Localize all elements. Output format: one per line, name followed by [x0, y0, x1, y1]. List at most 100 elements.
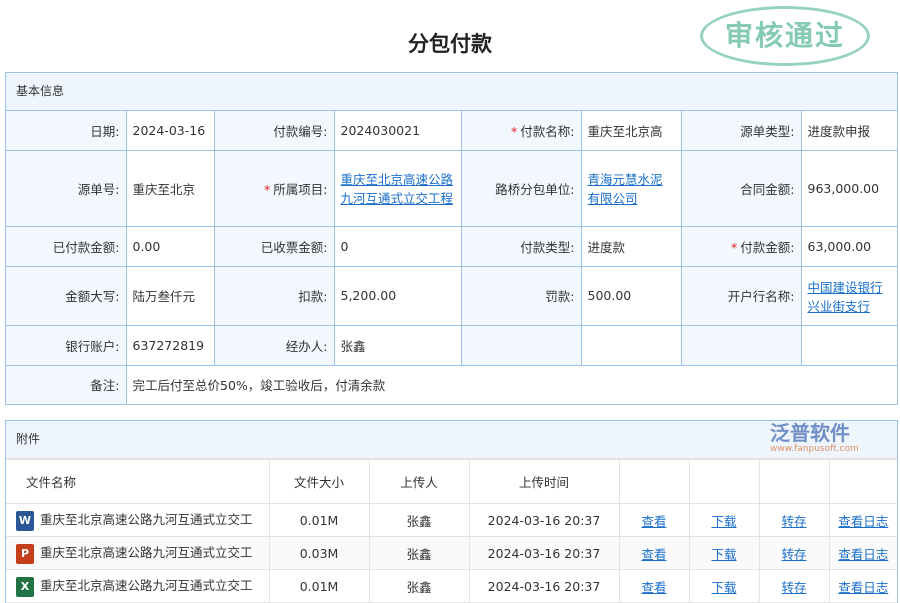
field-value: 中国建设银行兴业街支行: [800, 265, 897, 326]
file-uploader: 张鑫: [368, 503, 470, 537]
field-value: 0.00: [125, 225, 215, 267]
field-label-text: 经办人:: [285, 338, 328, 354]
file-upload-time: 2024-03-16 20:37: [468, 503, 620, 537]
attachment-row: P 重庆至北京高速公路九河互通式立交工 0.03M 张鑫 2024-03-16 2…: [6, 536, 897, 570]
field-label: * 付款名称:: [460, 111, 582, 151]
file-name: 重庆至北京高速公路九河互通式立交工: [40, 545, 253, 561]
field-link[interactable]: 中国建设银行兴业街支行: [807, 279, 883, 314]
field-value: 重庆至北京: [125, 149, 215, 227]
watermark-brand: 泛普软件: [770, 421, 850, 445]
attachments-header: 附件: [6, 421, 897, 459]
col-uploader: 上传人: [368, 459, 470, 504]
col-file-name: 文件名称: [6, 459, 270, 504]
field-label-text: 金额大写:: [65, 289, 120, 304]
field-value: 重庆至北京高速公路九河互通式立交工程: [333, 149, 462, 227]
field-value: 进度款申报: [800, 111, 897, 151]
field-value-text: 重庆至北京高: [587, 123, 663, 139]
basic-info-header: 基本信息: [6, 73, 897, 111]
field-label-text: 所属项目:: [273, 181, 328, 197]
info-row: 金额大写: 陆万叁仟元 扣款: 5,200.00 罚款: 500.00 开户行名称: 中国建设…: [6, 265, 897, 326]
view-link[interactable]: 查看: [641, 546, 667, 562]
field-value: 5,200.00: [333, 265, 462, 326]
attachments-table: 文件名称 文件大小 上传人 上传时间 W 重庆至北京高速公路九河互通式立交工 0.…: [6, 459, 897, 603]
download-link[interactable]: 下载: [711, 546, 737, 562]
view-log-link[interactable]: 查看日志: [838, 546, 889, 562]
save-as-link[interactable]: 转存: [781, 546, 807, 562]
view-link[interactable]: 查看: [641, 513, 667, 529]
field-value-text: 进度款: [587, 239, 626, 255]
field-link[interactable]: 重庆至北京高速公路九河互通式立交工程: [340, 172, 454, 206]
file-uploader: 张鑫: [368, 536, 470, 570]
field-label: 源单号:: [6, 149, 127, 227]
attachments-column-headers: 文件名称 文件大小 上传人 上传时间: [6, 459, 897, 504]
field-value: 63,000.00: [800, 225, 897, 267]
required-marker: *: [264, 181, 271, 197]
field-value: 青海元慧水泥有限公司: [580, 149, 682, 227]
field-label-text: 银行账户:: [65, 338, 120, 354]
field-value: 陆万叁仟元: [125, 265, 215, 326]
field-label-text: 已收票金额:: [260, 239, 328, 255]
view-link[interactable]: 查看: [641, 579, 667, 595]
field-label-text: 罚款:: [545, 289, 575, 304]
download-link[interactable]: 下载: [711, 579, 737, 595]
required-marker: *: [731, 239, 738, 255]
field-label: 金额大写:: [6, 265, 127, 326]
field-label: 付款编号:: [213, 111, 335, 151]
view-log-link[interactable]: 查看日志: [838, 579, 889, 595]
info-row: 银行账户: 637272819 经办人: 张鑫: [6, 324, 897, 366]
field-label-text: 已付款金额:: [52, 239, 120, 255]
field-label-text: 开户行名称:: [727, 289, 795, 304]
word-icon: W: [16, 510, 34, 531]
file-upload-time: 2024-03-16 20:37: [468, 536, 620, 570]
field-value-text: 5,200.00: [340, 288, 397, 303]
field-value: 2024-03-16: [125, 111, 215, 151]
col-upload-time: 上传时间: [468, 459, 620, 504]
col-file-size: 文件大小: [268, 459, 370, 504]
field-value: 500.00: [580, 265, 682, 326]
field-label-text: 源单类型:: [740, 123, 795, 139]
field-label: 已付款金额:: [6, 225, 127, 267]
field-value-text: 重庆至北京: [132, 181, 196, 197]
field-value-text: 张鑫: [340, 338, 366, 354]
field-label: 开户行名称:: [680, 265, 802, 326]
approved-stamp: 审核通过: [700, 6, 870, 66]
save-as-link[interactable]: 转存: [781, 513, 807, 529]
field-value-text: 963,000.00: [807, 180, 880, 196]
field-value-text: 500.00: [587, 288, 632, 303]
field-label-text: 扣款:: [298, 289, 328, 304]
field-label-text: 付款金额:: [740, 239, 795, 255]
field-value-text: 0.00: [132, 238, 161, 254]
view-log-link[interactable]: 查看日志: [838, 513, 889, 529]
save-as-link[interactable]: 转存: [781, 579, 807, 595]
field-value-text: 进度款申报: [807, 123, 871, 139]
field-label-text: 付款类型:: [520, 239, 575, 255]
remark-label: 备注:: [6, 364, 127, 404]
download-link[interactable]: 下载: [711, 513, 737, 529]
field-link[interactable]: 青海元慧水泥有限公司: [587, 172, 663, 206]
watermark-logo: 泛普软件 www.fanpusoft.com: [770, 422, 859, 455]
file-uploader: 张鑫: [368, 569, 470, 603]
field-label: * 所属项目:: [213, 149, 335, 227]
file-size: 0.01M: [268, 503, 370, 537]
attachment-row: X 重庆至北京高速公路九河互通式立交工 0.01M 张鑫 2024-03-16 2…: [6, 569, 897, 603]
info-row: 已付款金额: 0.00 已收票金额: 0 付款类型: 进度款 * 付款金额: 63,000.00: [6, 225, 897, 267]
file-upload-time: 2024-03-16 20:37: [468, 569, 620, 603]
required-marker: *: [511, 123, 518, 139]
attachments-panel: 附件 文件名称 文件大小 上传人 上传时间 W 重庆至北京高速公路九河互通式立交工…: [5, 420, 898, 603]
basic-info-table: 日期: 2024-03-16 付款编号: 2024030021 * 付款名称: 重庆至北京高…: [6, 111, 897, 404]
field-value-text: 2024030021: [340, 122, 421, 138]
field-label: 银行账户:: [6, 324, 127, 366]
info-row: 源单号: 重庆至北京 * 所属项目: 重庆至北京高速公路九河互通式立交工程 路桥分包单位:…: [6, 149, 897, 227]
field-value: 637272819: [125, 324, 215, 366]
field-label-text: 合同金额:: [740, 181, 795, 197]
file-name: 重庆至北京高速公路九河互通式立交工: [40, 578, 253, 594]
field-label: 源单类型:: [680, 111, 802, 151]
remark-row: 备注: 完工后付至总价50%，竣工验收后，付清余款: [6, 364, 897, 404]
basic-info-panel: 基本信息 日期: 2024-03-16 付款编号: 2024030021 * 付款名称: 重…: [5, 72, 898, 405]
field-value: 2024030021: [333, 111, 462, 151]
attachment-row: W 重庆至北京高速公路九河互通式立交工 0.01M 张鑫 2024-03-16 2…: [6, 503, 897, 537]
file-size: 0.01M: [268, 569, 370, 603]
field-label-text: 路桥分包单位:: [495, 181, 575, 197]
field-label-text: 付款编号:: [273, 123, 328, 139]
field-value: 张鑫: [333, 324, 462, 366]
